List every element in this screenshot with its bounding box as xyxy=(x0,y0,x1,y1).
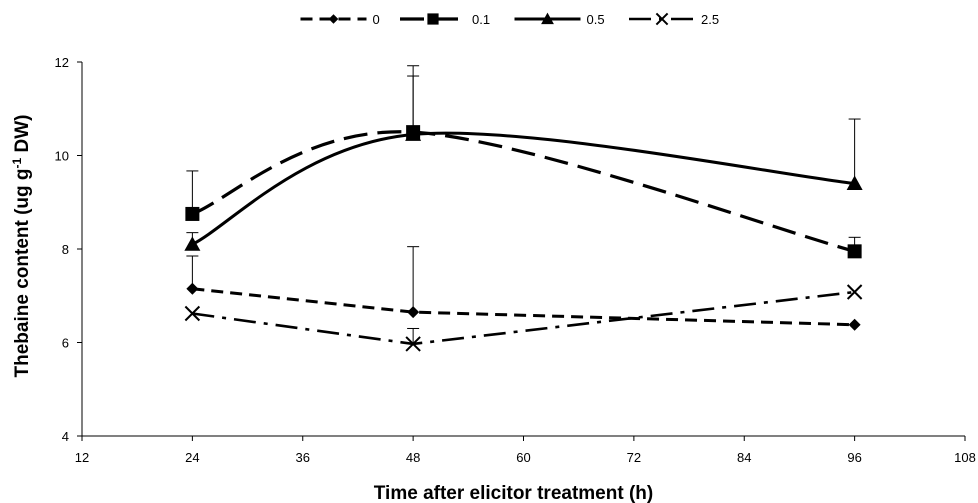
x-tick-label: 72 xyxy=(627,450,641,465)
x-marker xyxy=(405,336,421,352)
x-marker xyxy=(655,12,669,26)
x-tick-label: 48 xyxy=(406,450,420,465)
triangle-marker xyxy=(846,175,863,190)
legend-label: 0 xyxy=(373,12,380,27)
square-marker xyxy=(847,244,862,259)
x-tick-label: 36 xyxy=(296,450,310,465)
square-marker xyxy=(185,206,200,221)
diamond-marker xyxy=(328,14,339,24)
legend-label: 2.5 xyxy=(701,12,719,27)
y-tick-label: 10 xyxy=(55,149,69,164)
y-axis-title-superscript: -1 xyxy=(10,157,24,168)
error-bars xyxy=(186,65,861,344)
x-marker xyxy=(846,284,863,300)
square-marker xyxy=(427,13,439,25)
legend-label: 0.5 xyxy=(587,12,605,27)
series-line-0 xyxy=(192,287,855,327)
y-tick-label: 12 xyxy=(55,55,69,70)
diamond-marker xyxy=(848,318,861,331)
y-tick-label: 4 xyxy=(62,429,69,444)
x-tick-label: 96 xyxy=(847,450,861,465)
series-line-0.5 xyxy=(191,131,855,246)
diamond-marker xyxy=(407,306,420,319)
triangle-marker xyxy=(184,236,201,251)
x-tick-label: 12 xyxy=(75,450,89,465)
legend-label: 0.1 xyxy=(472,12,490,27)
x-axis-title: Time after elicitor treatment (h) xyxy=(374,483,653,503)
x-tick-label: 60 xyxy=(516,450,530,465)
x-tick-label: 24 xyxy=(185,450,199,465)
series-line-0.1 xyxy=(191,130,856,253)
diamond-marker xyxy=(186,282,199,295)
y-axis-title: Thebaine content (ug g-1 DW) xyxy=(10,115,33,378)
y-tick-label: 6 xyxy=(62,336,69,351)
y-axis-title-unit: DW) xyxy=(12,115,33,158)
axes xyxy=(81,62,965,437)
series-lines xyxy=(191,130,856,346)
triangle-marker xyxy=(405,126,422,141)
x-tick-label: 84 xyxy=(737,450,751,465)
y-tick-label: 8 xyxy=(62,242,69,257)
x-marker xyxy=(184,305,201,322)
y-axis-title-main: Thebaine content (ug g xyxy=(12,168,33,377)
legend: 0 0.1 0.5 2.5 xyxy=(300,12,719,27)
triangle-marker xyxy=(541,12,554,25)
markers xyxy=(184,125,863,352)
x-tick-label: 108 xyxy=(954,450,976,465)
ticks: 12 24 36 48 60 72 84 96 108 4 6 8 10 12 xyxy=(55,55,976,465)
